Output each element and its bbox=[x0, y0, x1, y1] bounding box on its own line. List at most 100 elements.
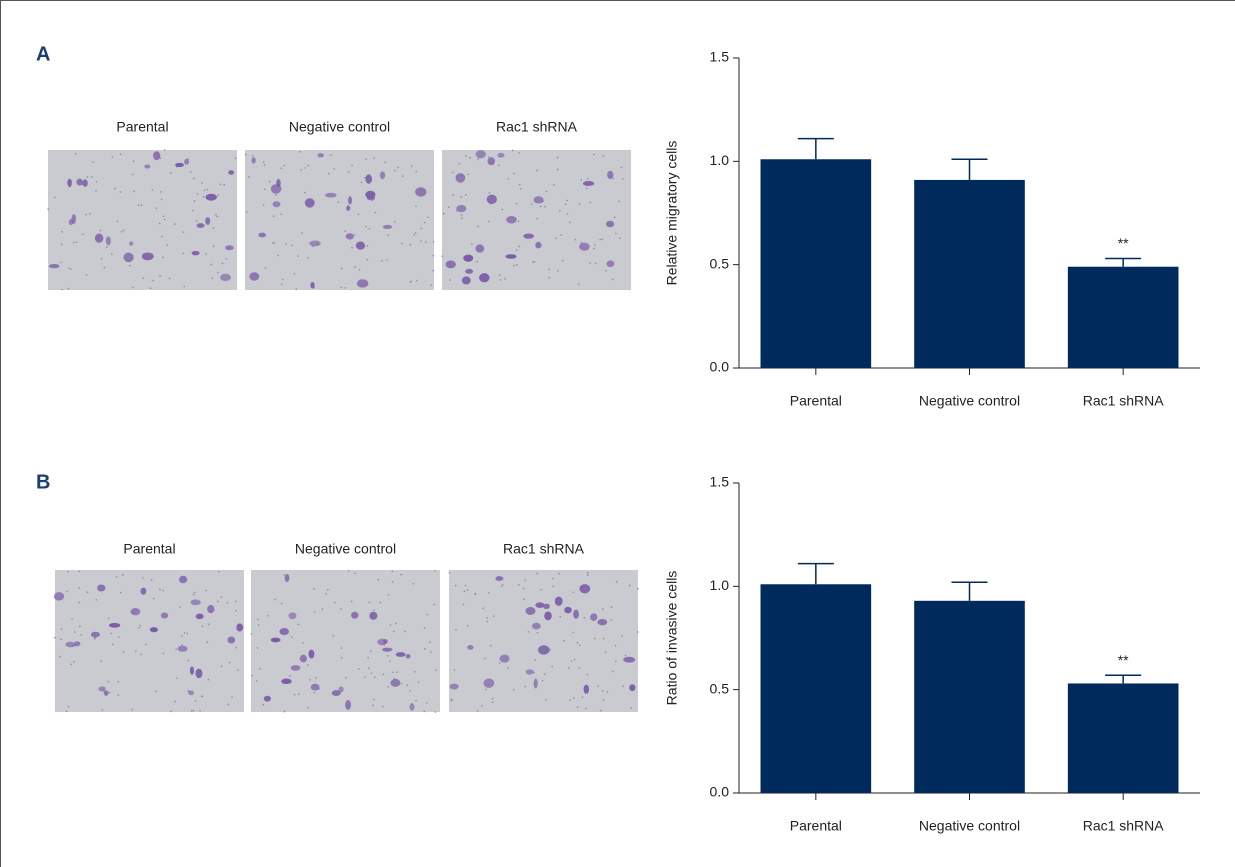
pore bbox=[210, 264, 212, 266]
pore bbox=[571, 660, 573, 662]
cell bbox=[49, 264, 60, 268]
cell bbox=[289, 612, 297, 619]
pore bbox=[80, 634, 82, 636]
pore bbox=[163, 215, 165, 217]
pore bbox=[174, 701, 176, 703]
pore bbox=[66, 710, 68, 712]
pore bbox=[183, 286, 185, 288]
pore bbox=[387, 655, 389, 657]
pore bbox=[587, 674, 589, 676]
pore bbox=[283, 165, 285, 167]
pore bbox=[597, 685, 599, 687]
pore bbox=[208, 623, 210, 625]
pore bbox=[392, 671, 394, 673]
pore bbox=[544, 206, 546, 208]
pore bbox=[280, 213, 282, 215]
cell bbox=[629, 684, 635, 691]
pore bbox=[201, 182, 203, 184]
cell bbox=[623, 657, 635, 663]
pore bbox=[523, 598, 525, 600]
pore bbox=[558, 573, 560, 575]
pore bbox=[413, 234, 415, 236]
cell bbox=[220, 274, 231, 281]
cell bbox=[495, 576, 503, 581]
y-tick-label: 1.0 bbox=[710, 152, 730, 168]
pore bbox=[66, 591, 68, 593]
pore bbox=[118, 636, 120, 638]
pore bbox=[587, 178, 589, 180]
pore bbox=[393, 631, 395, 633]
pore bbox=[452, 194, 454, 196]
bar bbox=[761, 584, 872, 793]
pore bbox=[120, 153, 122, 155]
cell bbox=[415, 187, 426, 196]
pore bbox=[488, 221, 490, 223]
pore bbox=[584, 617, 586, 619]
pore bbox=[345, 287, 347, 289]
x-tick-label: Negative control bbox=[919, 818, 1020, 834]
y-tick-label: 1.5 bbox=[710, 474, 730, 490]
pore bbox=[205, 590, 207, 592]
cell bbox=[276, 179, 281, 187]
image-caption: Parental bbox=[123, 541, 175, 557]
pore bbox=[390, 624, 392, 626]
pore bbox=[613, 178, 615, 180]
image-caption: Negative control bbox=[289, 119, 390, 135]
cell bbox=[190, 599, 200, 605]
pore bbox=[468, 174, 470, 176]
pore bbox=[161, 236, 163, 238]
pore bbox=[174, 223, 176, 225]
pore bbox=[92, 161, 94, 163]
pore bbox=[594, 244, 596, 246]
pore bbox=[540, 206, 542, 208]
pore bbox=[354, 572, 356, 574]
pore bbox=[375, 212, 377, 214]
pore bbox=[226, 258, 228, 260]
pore bbox=[202, 625, 204, 627]
pore bbox=[637, 588, 639, 590]
cell bbox=[67, 179, 72, 188]
cell bbox=[456, 205, 466, 212]
pore bbox=[540, 589, 542, 591]
pore bbox=[590, 202, 592, 204]
cell bbox=[141, 588, 147, 595]
pore bbox=[47, 208, 49, 210]
pore bbox=[401, 683, 403, 685]
pore bbox=[562, 260, 564, 262]
pore bbox=[122, 574, 124, 576]
pore bbox=[424, 222, 426, 224]
pore bbox=[61, 244, 63, 246]
pore bbox=[593, 248, 595, 250]
pore bbox=[228, 704, 230, 706]
pore bbox=[401, 243, 403, 245]
cell bbox=[104, 690, 109, 695]
cell bbox=[206, 194, 217, 201]
pore bbox=[68, 288, 70, 290]
cell bbox=[309, 241, 321, 247]
pore bbox=[183, 231, 185, 233]
pore bbox=[227, 602, 229, 604]
pore bbox=[248, 176, 250, 178]
cell bbox=[236, 623, 243, 631]
pore bbox=[281, 284, 283, 286]
pore bbox=[108, 681, 110, 683]
pore bbox=[488, 592, 490, 594]
pore bbox=[348, 570, 350, 572]
pore bbox=[489, 192, 491, 194]
pore bbox=[404, 631, 406, 633]
pore bbox=[163, 653, 165, 655]
pore bbox=[471, 243, 473, 245]
pore bbox=[309, 679, 311, 681]
pore bbox=[572, 632, 574, 634]
pore bbox=[448, 206, 450, 208]
pore bbox=[373, 158, 375, 160]
pore bbox=[614, 217, 616, 219]
pore bbox=[388, 234, 390, 236]
cell bbox=[346, 205, 350, 210]
pore bbox=[156, 207, 158, 209]
pore bbox=[427, 216, 429, 218]
pore bbox=[587, 572, 589, 574]
pore bbox=[298, 693, 300, 695]
cell bbox=[538, 645, 550, 654]
pore bbox=[159, 589, 161, 591]
